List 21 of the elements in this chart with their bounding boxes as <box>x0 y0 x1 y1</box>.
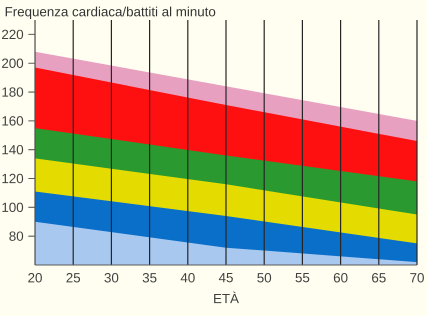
y-tick-label: 160 <box>2 116 24 126</box>
y-tick-label: 120 <box>2 174 24 184</box>
x-tick-label: 35 <box>142 273 156 282</box>
x-tick-label: 45 <box>218 273 233 282</box>
x-tick-label: 40 <box>180 273 195 282</box>
chart-title: Frequenza cardiaca/battiti al minuto <box>6 6 216 20</box>
x-tick-label: 65 <box>372 273 386 282</box>
y-tick-label: 80 <box>9 231 24 241</box>
x-tick-label: 55 <box>296 273 310 282</box>
x-axis-title: ETÀ <box>214 292 239 304</box>
x-tick-label: 20 <box>28 273 42 282</box>
x-tick-label: 50 <box>257 273 272 282</box>
x-tick-label: 60 <box>334 273 348 282</box>
y-tick-label: 140 <box>2 144 24 154</box>
y-tick-label: 220 <box>2 30 24 40</box>
y-tick-label: 180 <box>2 87 24 97</box>
x-tick-label: 30 <box>104 273 118 282</box>
x-tick-label: 25 <box>66 273 80 282</box>
y-tick-label: 100 <box>2 202 24 212</box>
x-tick-label: 70 <box>410 273 424 282</box>
y-tick-label: 200 <box>2 58 24 68</box>
